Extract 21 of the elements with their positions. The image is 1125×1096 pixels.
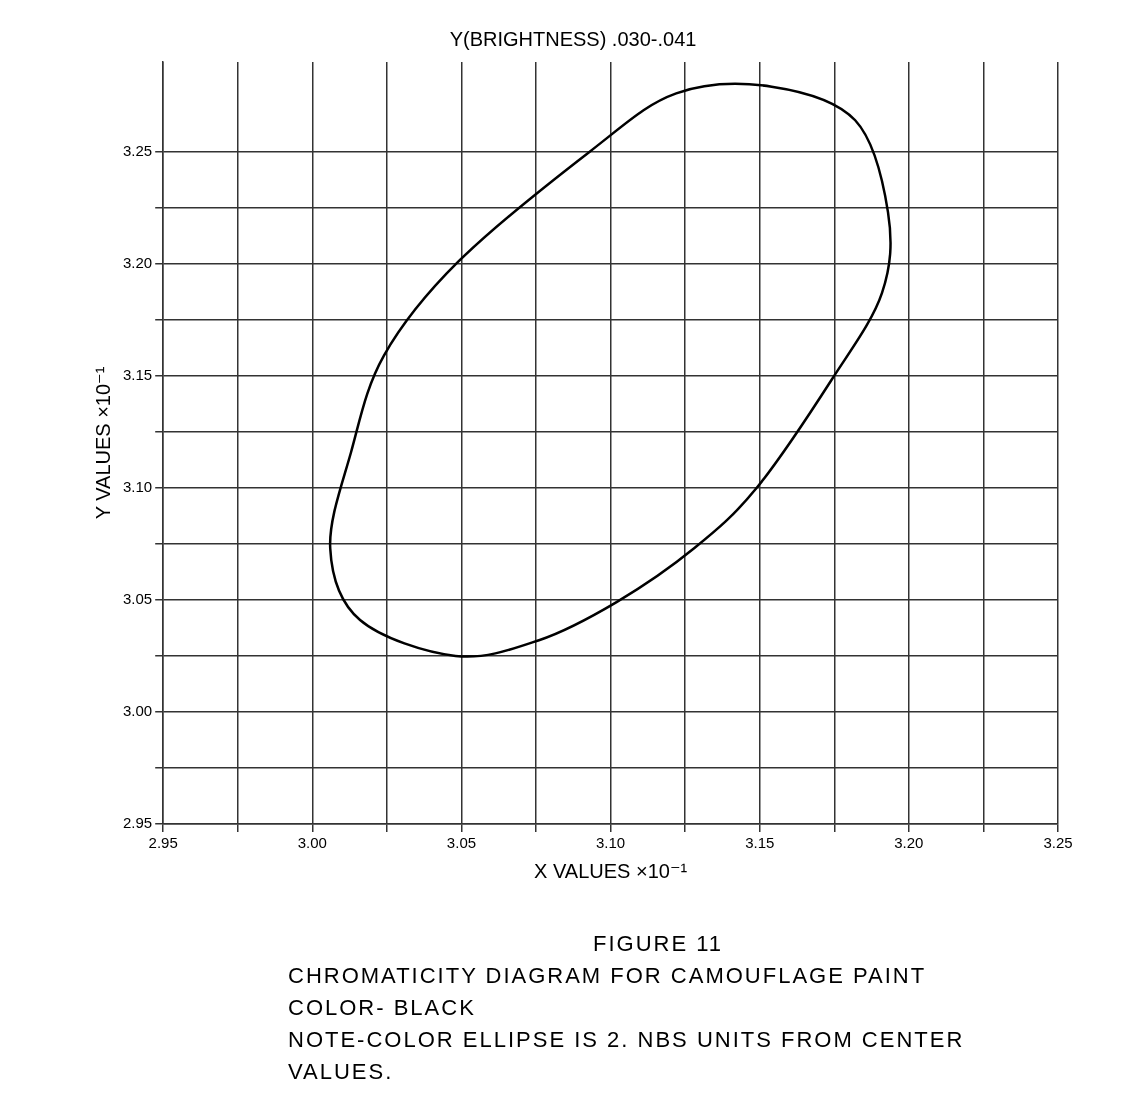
x-tick-label: 3.10 <box>596 834 626 852</box>
x-tick-label: 3.25 <box>1043 834 1073 852</box>
text: COLOR- BLACK <box>288 994 477 1022</box>
y-tick-label: 3.05 <box>122 590 153 608</box>
y-tick-label: 3.15 <box>122 365 153 383</box>
x-tick-label: 3.00 <box>297 834 327 852</box>
y-tick-label: 3.25 <box>122 141 153 159</box>
x-tick-label: 3.05 <box>446 834 477 852</box>
y-tick-label: 3.00 <box>122 702 153 720</box>
y-tick-label: 2.95 <box>122 814 153 832</box>
y-tick-label: 3.20 <box>122 253 153 271</box>
caption: FIGURE 11 <box>591 930 725 958</box>
x-tick-label: 3.15 <box>745 834 775 852</box>
x-tick-label: 2.95 <box>148 834 178 852</box>
x-tick-label: 3.20 <box>894 834 924 852</box>
x-axis-title: X VALUES ×10⁻¹ <box>534 859 688 882</box>
text: NOTE-COLOR ELLIPSE IS 2. NBS UNITS FROM CENTER VALUES. <box>288 1026 966 1086</box>
y-tick-label: 3.10 <box>122 477 153 495</box>
y-axis-title: Y VALUES ×10⁻¹ <box>91 366 114 520</box>
chart-title: Y(BRIGHTNESS) .030-.041 <box>449 27 697 50</box>
text: CHROMATICITY DIAGRAM FOR CAMOUFLAGE PAINT <box>288 962 928 990</box>
